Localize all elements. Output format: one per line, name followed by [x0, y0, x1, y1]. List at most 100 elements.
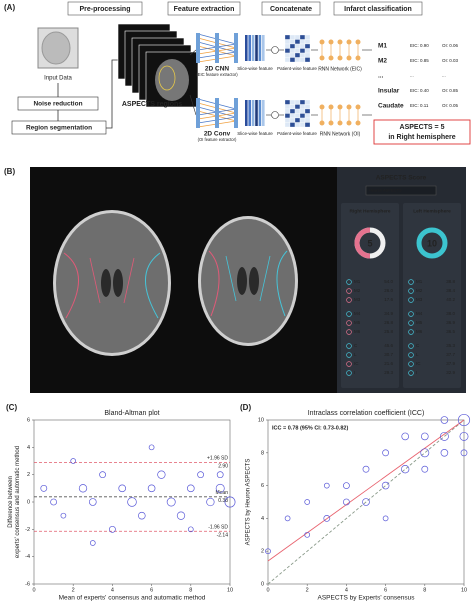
dropdown[interactable] [365, 185, 437, 196]
region-dot [346, 352, 352, 358]
donut-track [416, 227, 448, 259]
y-axis-title: experts' consensus and automatic method [15, 446, 21, 558]
point [166, 497, 176, 507]
patient-cell [289, 104, 296, 110]
region-dot [408, 288, 414, 294]
step-label: Noise reduction [33, 101, 82, 108]
region-oi: OI: 0.06 [442, 43, 459, 48]
region-outline [225, 255, 271, 302]
point [304, 531, 311, 538]
point [440, 416, 449, 424]
step-box [11, 120, 107, 135]
point [88, 498, 97, 506]
result: ASPECTS = 5 [400, 124, 445, 131]
point [323, 515, 331, 522]
y-axis-title: Difference between [8, 476, 14, 528]
point [440, 448, 449, 457]
feature-label: Patient-wise feature [277, 66, 317, 71]
patient-cell [304, 39, 311, 45]
point [343, 482, 350, 489]
rnn-node [355, 104, 361, 110]
rnn-label: RNN Network (EIC) [318, 66, 362, 72]
patient-cell [304, 48, 311, 54]
point [459, 431, 469, 441]
slice-feature [251, 35, 255, 61]
rnn-node [337, 55, 343, 61]
point [362, 465, 370, 473]
x-axis-title: ASPECTS by Experts' consensus [318, 595, 416, 602]
slice-feature [262, 35, 265, 61]
slice-feature [248, 100, 251, 126]
patient-cell [284, 104, 291, 110]
region-eic: EIC: 0.40 [410, 88, 429, 93]
point [187, 526, 194, 533]
region-oi: OI: 0.85 [442, 88, 459, 93]
region-oi: ... [442, 73, 446, 78]
point [381, 481, 390, 490]
arrow [189, 94, 197, 116]
patient-cell [289, 117, 296, 123]
rnn-node [337, 39, 343, 45]
panel-label: (C) [6, 403, 17, 412]
patient-cell [304, 34, 311, 40]
net-sub: (EIC feature extractor) [196, 72, 238, 77]
region-label: L [416, 352, 419, 357]
region-value: 45.6 [384, 343, 393, 348]
concat-op [271, 46, 279, 54]
region-value: 37.9 [446, 361, 455, 366]
reference-label: Mean [215, 490, 228, 496]
feature-label: Slice-wise feature [237, 66, 273, 71]
net-layer [196, 98, 200, 128]
panel-label: (A) [4, 3, 15, 12]
slice-feature [255, 35, 258, 61]
region-label: M1 [354, 279, 361, 284]
region-label: M3 [416, 297, 423, 302]
brain [56, 213, 168, 353]
point [186, 484, 195, 493]
point [215, 483, 225, 493]
point [421, 465, 429, 473]
region-dot [346, 361, 352, 367]
rnn-node [346, 39, 352, 45]
point [343, 498, 350, 506]
header-box [167, 1, 241, 16]
region-value: 30.7 [384, 352, 393, 357]
region-dot [408, 343, 414, 349]
reference-label: -1.96 SD [208, 525, 228, 531]
point [323, 482, 330, 489]
patient-cell [284, 99, 291, 105]
patient-cell [299, 108, 306, 114]
header: Infarct classification [344, 6, 412, 13]
patient-cell [294, 48, 301, 54]
hemi-name: Left Hemisphere [413, 208, 451, 214]
patient-cell [284, 48, 291, 54]
patient-cell [299, 52, 306, 58]
donut-arc [354, 227, 371, 259]
region-value: 35.3 [446, 343, 455, 348]
y-tick-label: 8 [261, 450, 264, 456]
region-label: C [416, 343, 420, 348]
patient-cell [289, 108, 296, 114]
point [382, 449, 389, 457]
region-dot [408, 311, 414, 317]
trend-line [267, 419, 465, 562]
rnn-node [319, 120, 325, 126]
region-label: M4 [354, 311, 361, 316]
patient-cell [284, 43, 291, 49]
point [99, 471, 106, 479]
region-value: 38.0 [446, 311, 455, 316]
net-layer [215, 98, 219, 128]
patient-cell [294, 57, 301, 63]
net-sub: (OI feature extractor) [198, 137, 237, 142]
region-dot [346, 320, 352, 326]
patient-cell [294, 108, 301, 114]
region-value: 29.3 [384, 370, 393, 375]
rnn-node [319, 55, 325, 61]
point [60, 512, 67, 519]
region-label: M6 [354, 329, 361, 334]
patient-cell [294, 122, 301, 128]
patient-cell [284, 113, 291, 119]
net-layer [215, 33, 219, 63]
point [206, 497, 215, 507]
point [362, 498, 370, 506]
